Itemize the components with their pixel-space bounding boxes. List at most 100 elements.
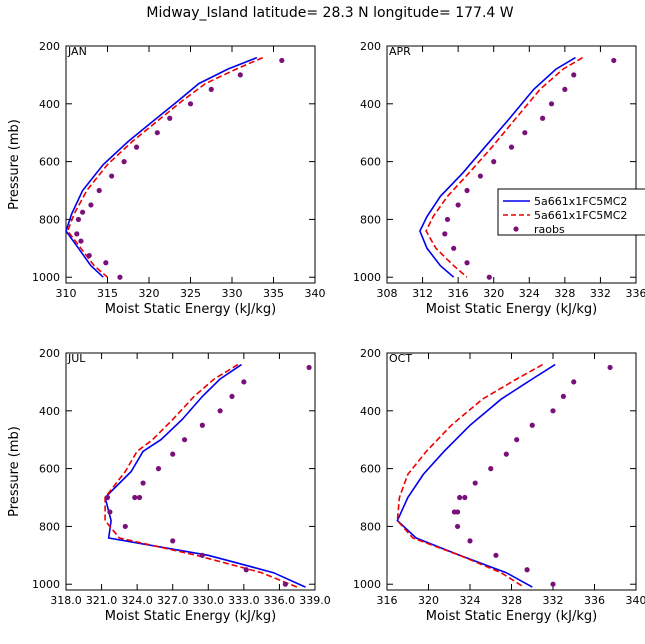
y-tick-label: 800 [39, 213, 60, 226]
x-tick-label: 332 [590, 287, 611, 300]
raob-point [78, 238, 83, 243]
x-tick-label: 312 [412, 287, 433, 300]
panel-label-apr: APR [389, 45, 411, 58]
raob-point [509, 145, 514, 150]
figure-title: Midway_Island latitude= 28.3 N longitude… [146, 5, 513, 21]
raob-point [167, 116, 172, 121]
blue-solid-profile-line [420, 58, 576, 278]
raob-point [109, 173, 114, 178]
raob-point [105, 495, 110, 500]
y-tick-label: 200 [360, 347, 381, 360]
red-dashed-profile-line [397, 365, 542, 587]
raob-point [88, 202, 93, 207]
x-tick-label: 318.0 [50, 594, 82, 607]
x-axis-label-oct: Moist Static Energy (kJ/kg) [426, 609, 597, 624]
x-tick-label: 315 [97, 287, 118, 300]
x-tick-label: 335 [263, 287, 284, 300]
raob-point [493, 553, 498, 558]
raob-point [561, 394, 566, 399]
raob-point [442, 231, 447, 236]
raob-point [156, 466, 161, 471]
raob-point [122, 159, 127, 164]
y-tick-label: 800 [360, 520, 381, 533]
blue-solid-profile-line [105, 365, 305, 587]
plot-frame-oct [387, 353, 636, 590]
legend-label-dashed: 5a661x1FC5MC2 [534, 209, 627, 222]
raob-point [452, 509, 457, 514]
raob-point [504, 452, 509, 457]
raob-point [132, 495, 137, 500]
raob-point [571, 72, 576, 77]
y-tick-label: 1000 [32, 578, 60, 591]
raob-point [522, 130, 527, 135]
x-tick-label: 336 [626, 287, 645, 300]
raob-point [279, 58, 284, 63]
raob-point [549, 101, 554, 106]
raob-point [170, 452, 175, 457]
raob-point [200, 553, 205, 558]
blue-solid-profile-line [66, 58, 257, 278]
x-tick-label: 324 [460, 594, 481, 607]
x-tick-label: 324 [519, 287, 540, 300]
raob-point [550, 582, 555, 587]
raob-point [76, 217, 81, 222]
raob-point [571, 379, 576, 384]
y-tick-label: 200 [360, 40, 381, 53]
raob-point [238, 72, 243, 77]
raob-point [467, 538, 472, 543]
raob-point [611, 58, 616, 63]
plot-frame-apr [387, 46, 636, 283]
raob-point [524, 567, 529, 572]
x-tick-label: 332 [543, 594, 564, 607]
raob-point [306, 365, 311, 370]
legend-dot-swatch [513, 226, 518, 231]
raob-point [87, 253, 92, 258]
raob-point [283, 582, 288, 587]
panel-label-jul: JUL [67, 352, 86, 365]
y-tick-label: 1000 [32, 271, 60, 284]
panel-label-oct: OCT [389, 352, 412, 365]
raob-point [200, 423, 205, 428]
blue-solid-profile-line [397, 365, 555, 587]
raob-point [182, 437, 187, 442]
y-tick-label: 400 [39, 98, 60, 111]
raob-point [455, 524, 460, 529]
x-axis-label-jan: Moist Static Energy (kJ/kg) [105, 302, 276, 317]
y-tick-label: 1000 [353, 271, 381, 284]
x-tick-label: 333.0 [228, 594, 260, 607]
raob-point [107, 509, 112, 514]
y-tick-label: 400 [360, 98, 381, 111]
y-tick-label: 400 [360, 405, 381, 418]
raob-point [134, 145, 139, 150]
raob-point [170, 538, 175, 543]
x-tick-label: 325 [180, 287, 201, 300]
raob-point [462, 495, 467, 500]
raob-point [103, 260, 108, 265]
raob-point [117, 275, 122, 280]
y-tick-label: 400 [39, 405, 60, 418]
raob-point [155, 130, 160, 135]
x-tick-label: 328 [501, 594, 522, 607]
raob-point [478, 173, 483, 178]
raob-point [464, 260, 469, 265]
raob-point [540, 116, 545, 121]
red-dashed-profile-line [426, 58, 582, 278]
raob-point [244, 567, 249, 572]
y-tick-label: 1000 [353, 578, 381, 591]
raob-point [209, 87, 214, 92]
x-tick-label: 320 [418, 594, 439, 607]
legend: 5a661x1FC5MC2 5a661x1FC5MC2 raobs [498, 189, 645, 236]
raob-point [550, 408, 555, 413]
raob-point [457, 495, 462, 500]
red-dashed-profile-line [68, 58, 263, 278]
raob-point [473, 480, 478, 485]
x-tick-label: 316 [377, 594, 398, 607]
y-tick-label: 600 [39, 463, 60, 476]
raob-point [137, 495, 142, 500]
raob-point [456, 202, 461, 207]
